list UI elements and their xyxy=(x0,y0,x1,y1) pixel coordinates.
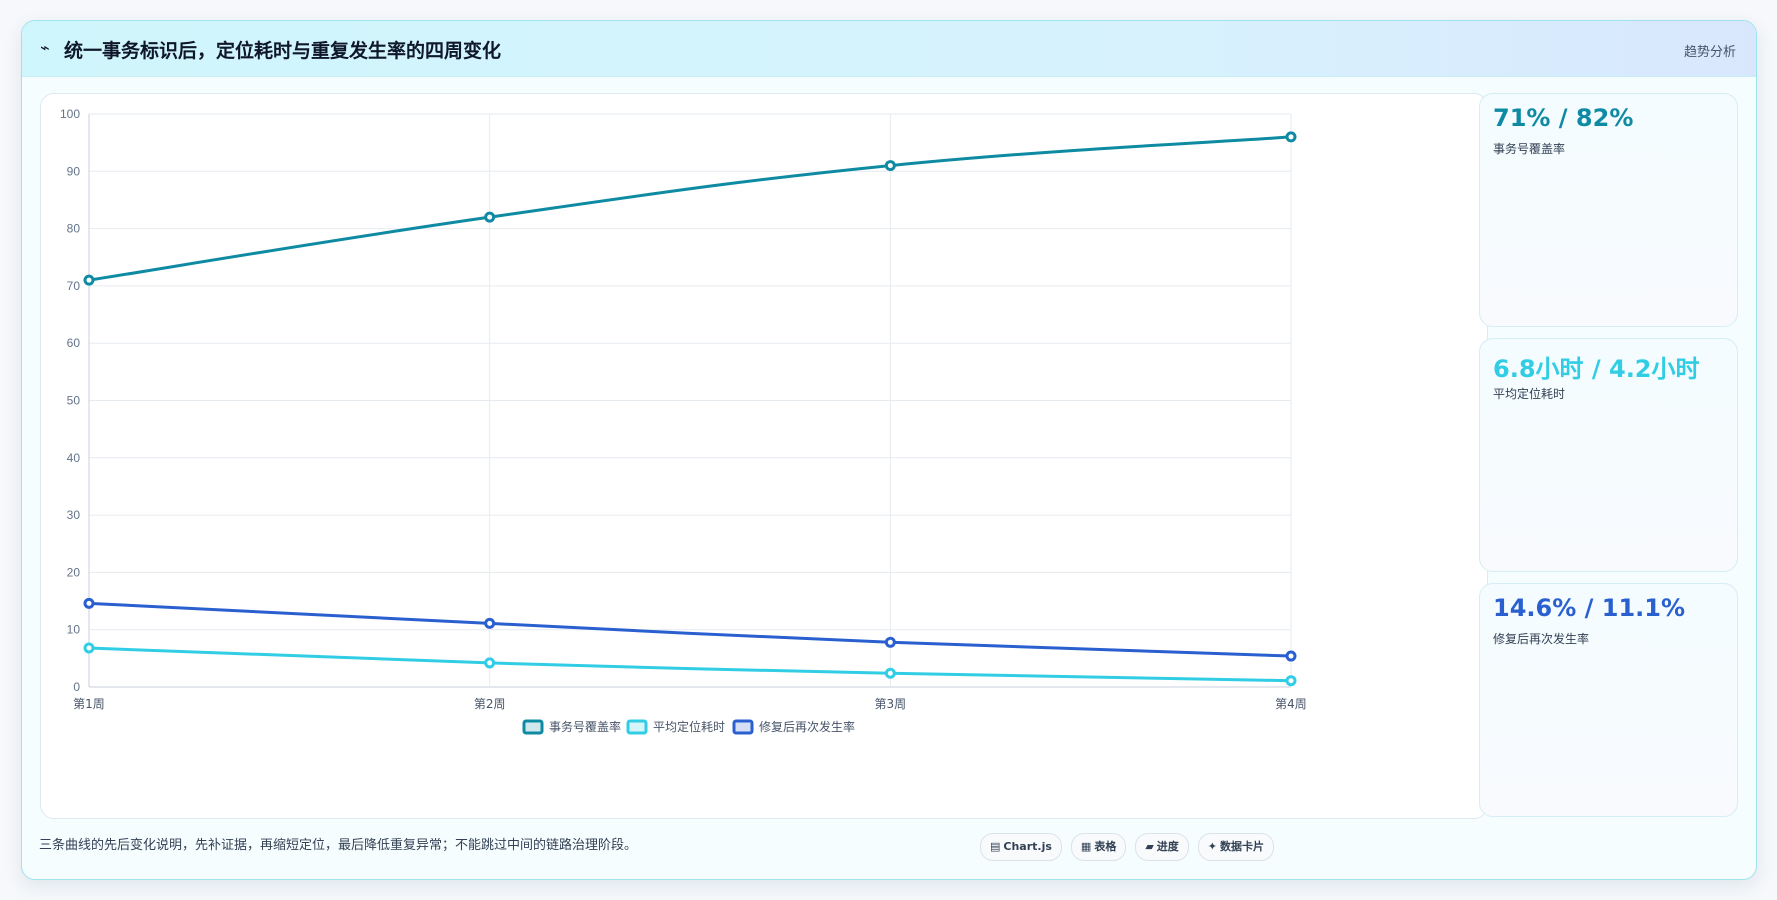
x-tick-label: 第4周 xyxy=(1275,697,1307,711)
data-point xyxy=(484,657,496,669)
data-point xyxy=(83,642,95,654)
chip-chartjs[interactable]: ▤ Chart.js xyxy=(980,833,1062,861)
legend-label: 平均定位耗时 xyxy=(653,719,725,734)
chip-data-card[interactable]: ✦ 数据卡片 xyxy=(1197,833,1275,861)
card-header: ⌁ 统一事务标识后，定位耗时与重复发生率的四周变化 趋势分析 xyxy=(22,21,1756,77)
data-point xyxy=(884,160,896,172)
table-icon: ▦ xyxy=(1080,840,1092,853)
series-line-2 xyxy=(88,646,1292,683)
footer-note: 三条曲线的先后变化说明，先补证据，再缩短定位，最后降低重复异常；不能跳过中间的链… xyxy=(39,838,638,853)
series-line-1 xyxy=(88,135,1292,282)
series-line-3 xyxy=(88,601,1292,658)
y-tick-label: 100 xyxy=(60,107,80,121)
chip-label: 表格 xyxy=(1094,840,1117,853)
kpi-value: 71% / 82% xyxy=(1493,104,1634,132)
data-point xyxy=(83,597,95,609)
data-point xyxy=(484,617,496,629)
y-tick-label: 80 xyxy=(67,222,81,236)
chip-label: Chart.js xyxy=(1003,840,1052,853)
chart-panel: 0 10 20 30 40 50 60 70 80 90 100 第1周 第2周 第3周 第4周事务号覆盖率… xyxy=(40,93,1488,819)
sparkle-icon: ✦ xyxy=(1207,840,1218,853)
page-title: 统一事务标识后，定位耗时与重复发生率的四周变化 xyxy=(64,40,502,62)
y-tick-label: 0 xyxy=(73,680,80,694)
data-point xyxy=(1285,131,1297,143)
y-tick-label: 50 xyxy=(67,394,81,408)
trend-line-icon: ⌁ xyxy=(40,38,50,57)
section-tag: 趋势分析 xyxy=(1683,45,1736,60)
x-tick-label: 第2周 xyxy=(474,697,506,711)
chart-icon: ▤ xyxy=(990,840,1001,853)
legend-swatch xyxy=(732,719,754,735)
dashboard-card: ⌁ 统一事务标识后，定位耗时与重复发生率的四周变化 趋势分析 0 10 20 30 40… xyxy=(21,20,1757,880)
line-chart: 0 10 20 30 40 50 60 70 80 90 100 第1周 第2周 第3周 第4周事务号覆盖率… xyxy=(60,107,1307,735)
x-tick-label: 第1周 xyxy=(73,697,105,711)
chip-progress[interactable]: ▰ 进度 xyxy=(1135,833,1189,861)
y-tick-label: 30 xyxy=(67,508,81,522)
y-tick-label: 10 xyxy=(67,623,81,637)
legend-swatch xyxy=(626,719,648,735)
data-point xyxy=(1285,650,1297,662)
kpi-value: 14.6% / 11.1% xyxy=(1493,594,1685,622)
legend-swatch xyxy=(522,719,544,735)
y-tick-label: 40 xyxy=(67,451,81,465)
y-tick-label: 90 xyxy=(67,164,81,178)
legend-label: 事务号覆盖率 xyxy=(549,719,621,734)
legend-label: 修复后再次发生率 xyxy=(759,719,855,734)
tech-chips: ▤ Chart.js ▦ 表格 ▰ 进度 ✦ 数据卡片 xyxy=(980,833,1275,861)
y-tick-label: 60 xyxy=(67,336,81,350)
chip-label: 进度 xyxy=(1156,840,1179,853)
kpi-card-recurrence: 14.6% / 11.1% 修复后再次发生率 xyxy=(1479,583,1738,817)
y-tick-label: 70 xyxy=(67,279,81,293)
data-point xyxy=(884,636,896,648)
data-point xyxy=(83,274,95,286)
data-point xyxy=(1285,675,1297,687)
data-point xyxy=(484,211,496,223)
kpi-card-coverage: 71% / 82% 事务号覆盖率 xyxy=(1479,93,1738,327)
chip-table[interactable]: ▦ 表格 xyxy=(1070,833,1127,861)
progress-icon: ▰ xyxy=(1145,840,1154,853)
x-tick-label: 第3周 xyxy=(875,697,907,711)
kpi-value: 6.8小时 / 4.2小时 xyxy=(1493,355,1700,383)
y-tick-label: 20 xyxy=(67,565,81,579)
data-point xyxy=(884,667,896,679)
kpi-label: 事务号覆盖率 xyxy=(1493,142,1566,156)
kpi-label: 平均定位耗时 xyxy=(1493,387,1566,401)
chip-label: 数据卡片 xyxy=(1220,840,1265,853)
kpi-label: 修复后再次发生率 xyxy=(1493,632,1590,646)
kpi-card-locate-time: 6.8小时 / 4.2小时 平均定位耗时 xyxy=(1479,338,1738,572)
